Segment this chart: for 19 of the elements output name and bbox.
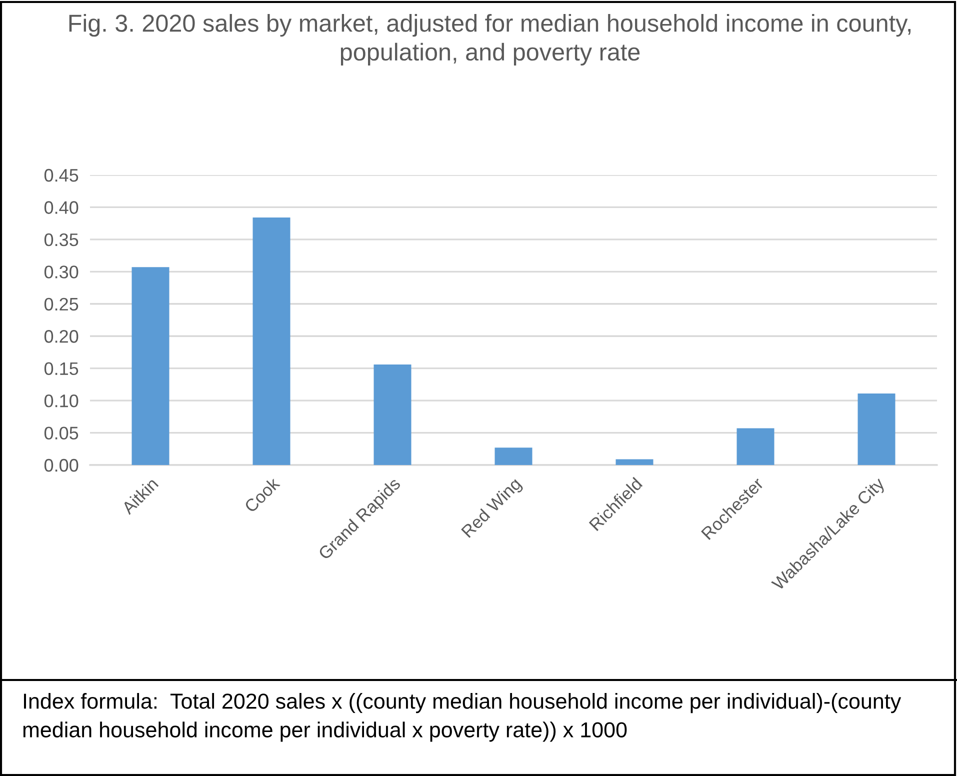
bar xyxy=(858,393,896,465)
text: Index formula: Total 2020 sales x ((county median household income per individual)-(county median household income per individual x poverty rate)) x 1000 xyxy=(23,693,902,742)
bar xyxy=(374,364,412,465)
y-tick-label: 0.05 xyxy=(44,426,78,440)
bar xyxy=(616,459,654,465)
y-tick-label: 0.25 xyxy=(44,298,78,311)
y-tick-label: 0.45 xyxy=(44,168,78,182)
y-tick-label: 0.30 xyxy=(44,266,78,278)
y-tick-label: 0.00 xyxy=(44,458,78,472)
bar xyxy=(132,267,170,465)
chart-title: Fig. 3. 2020 sales by market, adjusted for median household income in county, population, and poverty rate xyxy=(69,14,911,66)
y-tick-label: 0.10 xyxy=(44,394,78,408)
bar xyxy=(494,448,532,465)
bar xyxy=(736,428,774,465)
bar xyxy=(252,218,290,465)
y-tick-label: 0.20 xyxy=(44,330,78,343)
y-tick-label: 0.40 xyxy=(44,201,78,214)
y-tick-label: 0.15 xyxy=(44,362,78,376)
y-tick-label: 0.35 xyxy=(44,233,78,246)
